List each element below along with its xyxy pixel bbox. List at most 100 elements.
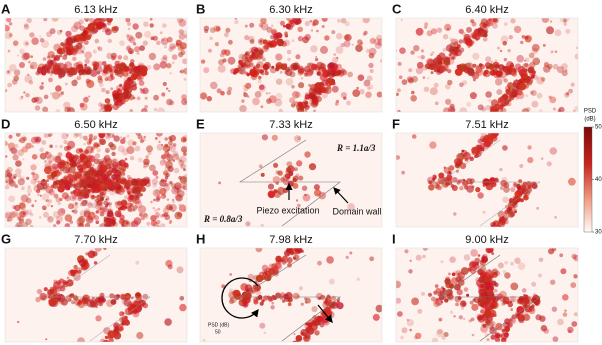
field-spot <box>529 53 535 59</box>
field-spot <box>229 273 232 276</box>
field-spot <box>59 198 62 201</box>
field-spot <box>507 102 512 107</box>
field-spot <box>125 316 128 319</box>
field-spot <box>39 216 41 218</box>
field-spot <box>178 204 181 207</box>
field-spot <box>510 319 514 323</box>
field-spot <box>443 48 447 52</box>
field-spot <box>283 25 286 28</box>
field-spot <box>201 59 205 63</box>
field-spot <box>263 64 269 70</box>
field-spot <box>31 179 37 185</box>
field-spot <box>356 87 359 90</box>
field-spot <box>160 61 167 68</box>
field-spot <box>3 25 9 31</box>
field-spot <box>125 308 133 316</box>
field-spot <box>35 200 37 202</box>
field-spot <box>30 55 33 58</box>
field-spot <box>537 93 543 99</box>
field-spot <box>27 18 32 23</box>
field-spot <box>160 223 165 228</box>
field-spot <box>143 159 150 166</box>
field-spot <box>337 19 341 23</box>
field-spot <box>107 330 115 338</box>
field-map <box>2 128 191 231</box>
field-spot <box>414 336 418 340</box>
field-spot <box>5 185 10 190</box>
field-spot <box>87 184 91 188</box>
field-spot <box>315 56 317 58</box>
field-spot <box>369 256 374 261</box>
field-spot <box>501 333 508 340</box>
field-spot <box>314 92 317 95</box>
field-spot <box>99 139 106 146</box>
field-spot <box>245 72 248 75</box>
field-spot <box>320 46 328 54</box>
field-spot <box>144 105 148 109</box>
field-spot <box>64 282 66 284</box>
field-spot <box>170 181 173 184</box>
field-spot <box>318 297 321 300</box>
panel-label: C <box>392 1 402 16</box>
colorbar-label: (dB) <box>584 117 595 123</box>
field-spot <box>161 38 169 46</box>
field-spot <box>82 297 87 302</box>
field-spot <box>317 71 321 75</box>
field-spot <box>509 35 513 39</box>
field-spot <box>268 184 274 190</box>
field-spot <box>417 309 422 314</box>
field-spot <box>86 139 89 142</box>
panel-label: F <box>392 116 400 131</box>
field-spot <box>466 27 472 33</box>
field-spot <box>411 91 415 95</box>
field-spot <box>215 42 219 46</box>
field-spot <box>494 289 498 293</box>
field-spot <box>137 97 141 101</box>
field-spot <box>163 82 167 86</box>
field-spot <box>76 267 82 273</box>
field-spot <box>291 85 295 89</box>
field-spot <box>438 52 445 59</box>
field-spot <box>13 40 19 46</box>
field-spot <box>111 26 118 33</box>
field-spot <box>91 219 93 221</box>
field-spot <box>566 92 569 95</box>
panel-label: G <box>1 231 11 246</box>
field-spot <box>547 161 552 166</box>
field-spot <box>473 78 476 81</box>
field-spot <box>44 133 49 138</box>
colorbar-tick-label: 50 <box>595 125 602 131</box>
field-spot <box>465 38 472 45</box>
field-spot <box>504 22 508 26</box>
field-spot <box>169 145 176 152</box>
field-spot <box>304 194 306 196</box>
field-spot <box>539 109 542 112</box>
field-spot <box>56 109 61 114</box>
field-spot <box>7 216 12 221</box>
panels: A6.13 kHzB6.30 kHzC6.40 kHzD6.50 kHzE7.3… <box>1 1 581 345</box>
field-spot <box>470 19 474 23</box>
field-spot <box>543 44 546 47</box>
field-spot <box>522 288 527 293</box>
field-spot <box>121 172 125 176</box>
field-spot <box>346 256 349 259</box>
field-spot <box>45 338 47 340</box>
field-spot <box>127 22 131 26</box>
field-spot <box>237 293 240 296</box>
field-spot <box>104 340 109 345</box>
field-spot <box>323 318 330 325</box>
field-spot <box>88 251 96 259</box>
field-spot <box>444 332 449 337</box>
field-spot <box>259 76 262 79</box>
field-spot <box>397 88 401 92</box>
field-spot <box>497 47 500 50</box>
field-spot <box>87 191 90 194</box>
field-spot <box>156 41 161 46</box>
field-spot <box>459 39 463 43</box>
field-spot <box>500 50 502 52</box>
field-spot <box>496 70 503 77</box>
field-spot <box>500 97 504 101</box>
field-spot <box>258 54 263 59</box>
field-spot <box>134 46 140 52</box>
field-spot <box>506 88 513 95</box>
